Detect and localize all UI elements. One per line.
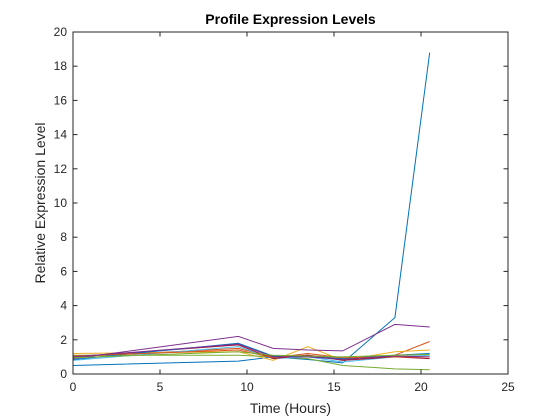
y-tick-label: 6 [60,264,67,278]
chart-title: Profile Expression Levels [205,11,376,27]
series-layer [72,52,431,371]
x-tick-label: 15 [327,380,341,394]
x-tick-label: 0 [70,380,77,394]
series-line-4 [72,323,430,360]
x-tick-label: 20 [414,380,428,394]
axes-layer: 0 5 10 15 20 25 0 2 4 6 8 10 12 14 16 18 20 [54,25,515,394]
y-tick-label: 18 [54,59,68,73]
y-tick-label: 16 [54,93,68,107]
y-tick-label: 10 [54,196,68,210]
y-tick-label: 2 [60,333,67,347]
y-tick-label: 20 [54,25,68,39]
series-line-11 [72,351,430,359]
series-line-5 [73,354,430,371]
x-tick-label: 25 [501,380,515,394]
y-tick-label: 14 [54,128,68,142]
x-axis-label: Time (Hours) [250,400,331,416]
x-tick-label: 10 [240,380,254,394]
series-line-10 [72,343,430,360]
series-line-9 [72,349,430,359]
y-tick-label: 8 [60,230,67,244]
y-tick-label: 4 [60,299,67,313]
y-tick-label: 12 [54,162,68,176]
y-axis-label: Relative Expression Level [32,122,48,283]
series-line-1 [72,52,431,366]
x-tick-label: 5 [157,380,164,394]
y-tick-label: 0 [60,367,67,381]
plot-area [73,32,508,374]
